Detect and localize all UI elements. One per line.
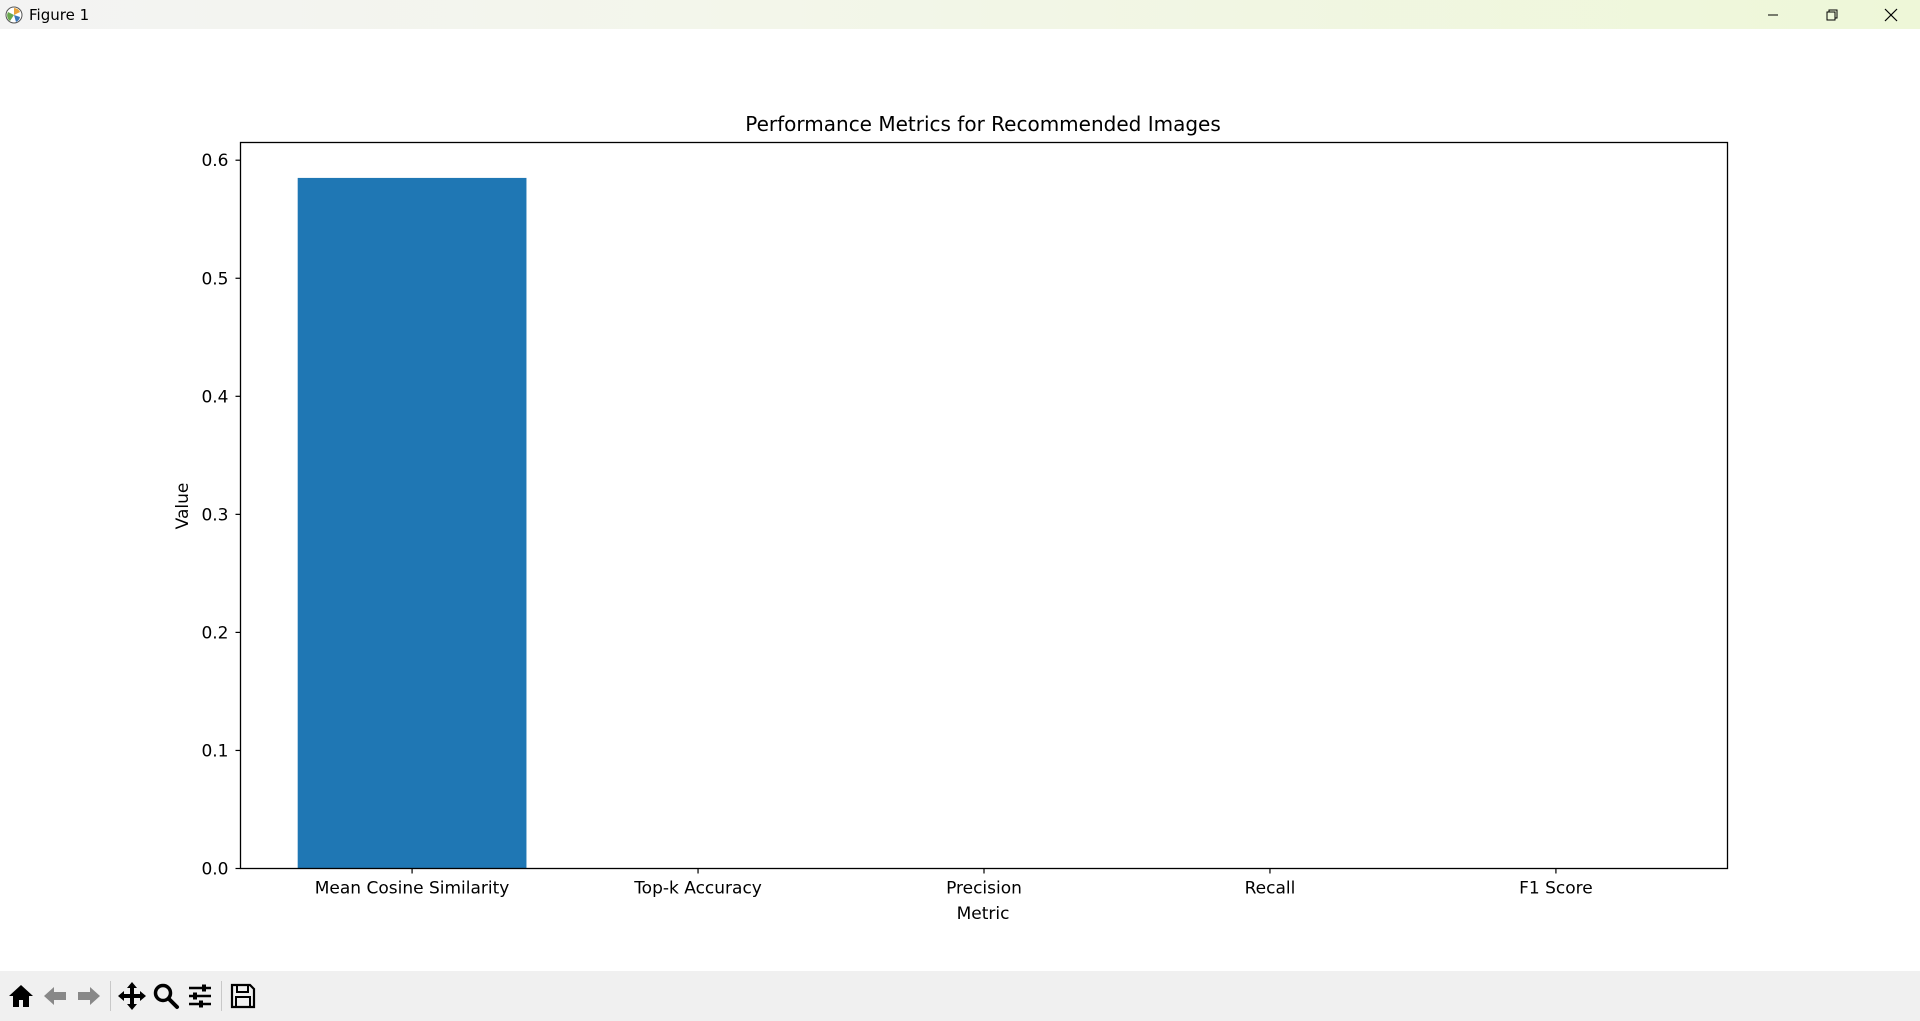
y-tick-label: 0.6 [201,151,228,171]
x-tick-label: F1 Score [1519,879,1593,899]
minimize-button[interactable] [1743,0,1802,29]
home-button[interactable] [4,979,38,1013]
y-tick-label: 0.1 [201,741,228,761]
restore-icon [1826,9,1837,20]
toolbar-separator [221,981,222,1011]
window-title: Figure 1 [29,5,90,24]
configure-subplots-button[interactable] [183,979,217,1013]
matplotlib-app-icon [3,4,25,26]
y-axis-label: Value [173,483,193,530]
close-button[interactable] [1861,0,1920,29]
y-tick-label: 0.5 [201,269,228,289]
forward-button[interactable] [72,979,106,1013]
x-axis: Mean Cosine Similarity Top-k Accuracy Prec… [315,868,1593,899]
y-tick-label: 0.2 [201,623,228,643]
x-tick-label: Top-k Accuracy [633,879,762,899]
arrow-left-icon [44,987,66,1005]
x-tick-label: Precision [946,879,1022,899]
y-tick-label: 0.3 [201,505,228,525]
back-button[interactable] [38,979,72,1013]
navigation-toolbar [0,971,1920,1021]
y-tick-label: 0.4 [201,387,228,407]
sliders-icon [189,984,211,1008]
move-icon [118,982,146,1010]
window-titlebar: Figure 1 [0,0,1920,29]
minimize-icon [1767,14,1778,15]
save-button[interactable] [226,979,260,1013]
zoom-button[interactable] [149,979,183,1013]
arrow-right-icon [78,987,100,1005]
figure-canvas[interactable]: Performance Metrics for Recommended Imag… [0,29,1920,971]
toolbar-separator [110,981,111,1011]
magnifier-icon [153,983,179,1009]
x-tick-label: Recall [1245,879,1296,899]
close-icon [1884,8,1897,21]
pan-button[interactable] [115,979,149,1013]
bar-chart: Performance Metrics for Recommended Imag… [173,112,1729,924]
floppy-disk-icon [230,983,256,1009]
x-tick-label: Mean Cosine Similarity [315,879,510,899]
window-controls [1743,0,1920,29]
y-tick-label: 0.0 [201,860,228,880]
bar [297,177,527,869]
y-axis: 0.0 0.1 0.2 0.3 0.4 0.5 0.6 [201,151,241,880]
home-icon [9,985,33,1007]
bars-group [297,177,527,869]
chart-title: Performance Metrics for Recommended Imag… [745,112,1221,136]
restore-button[interactable] [1802,0,1861,29]
x-axis-label: Metric [957,904,1010,924]
